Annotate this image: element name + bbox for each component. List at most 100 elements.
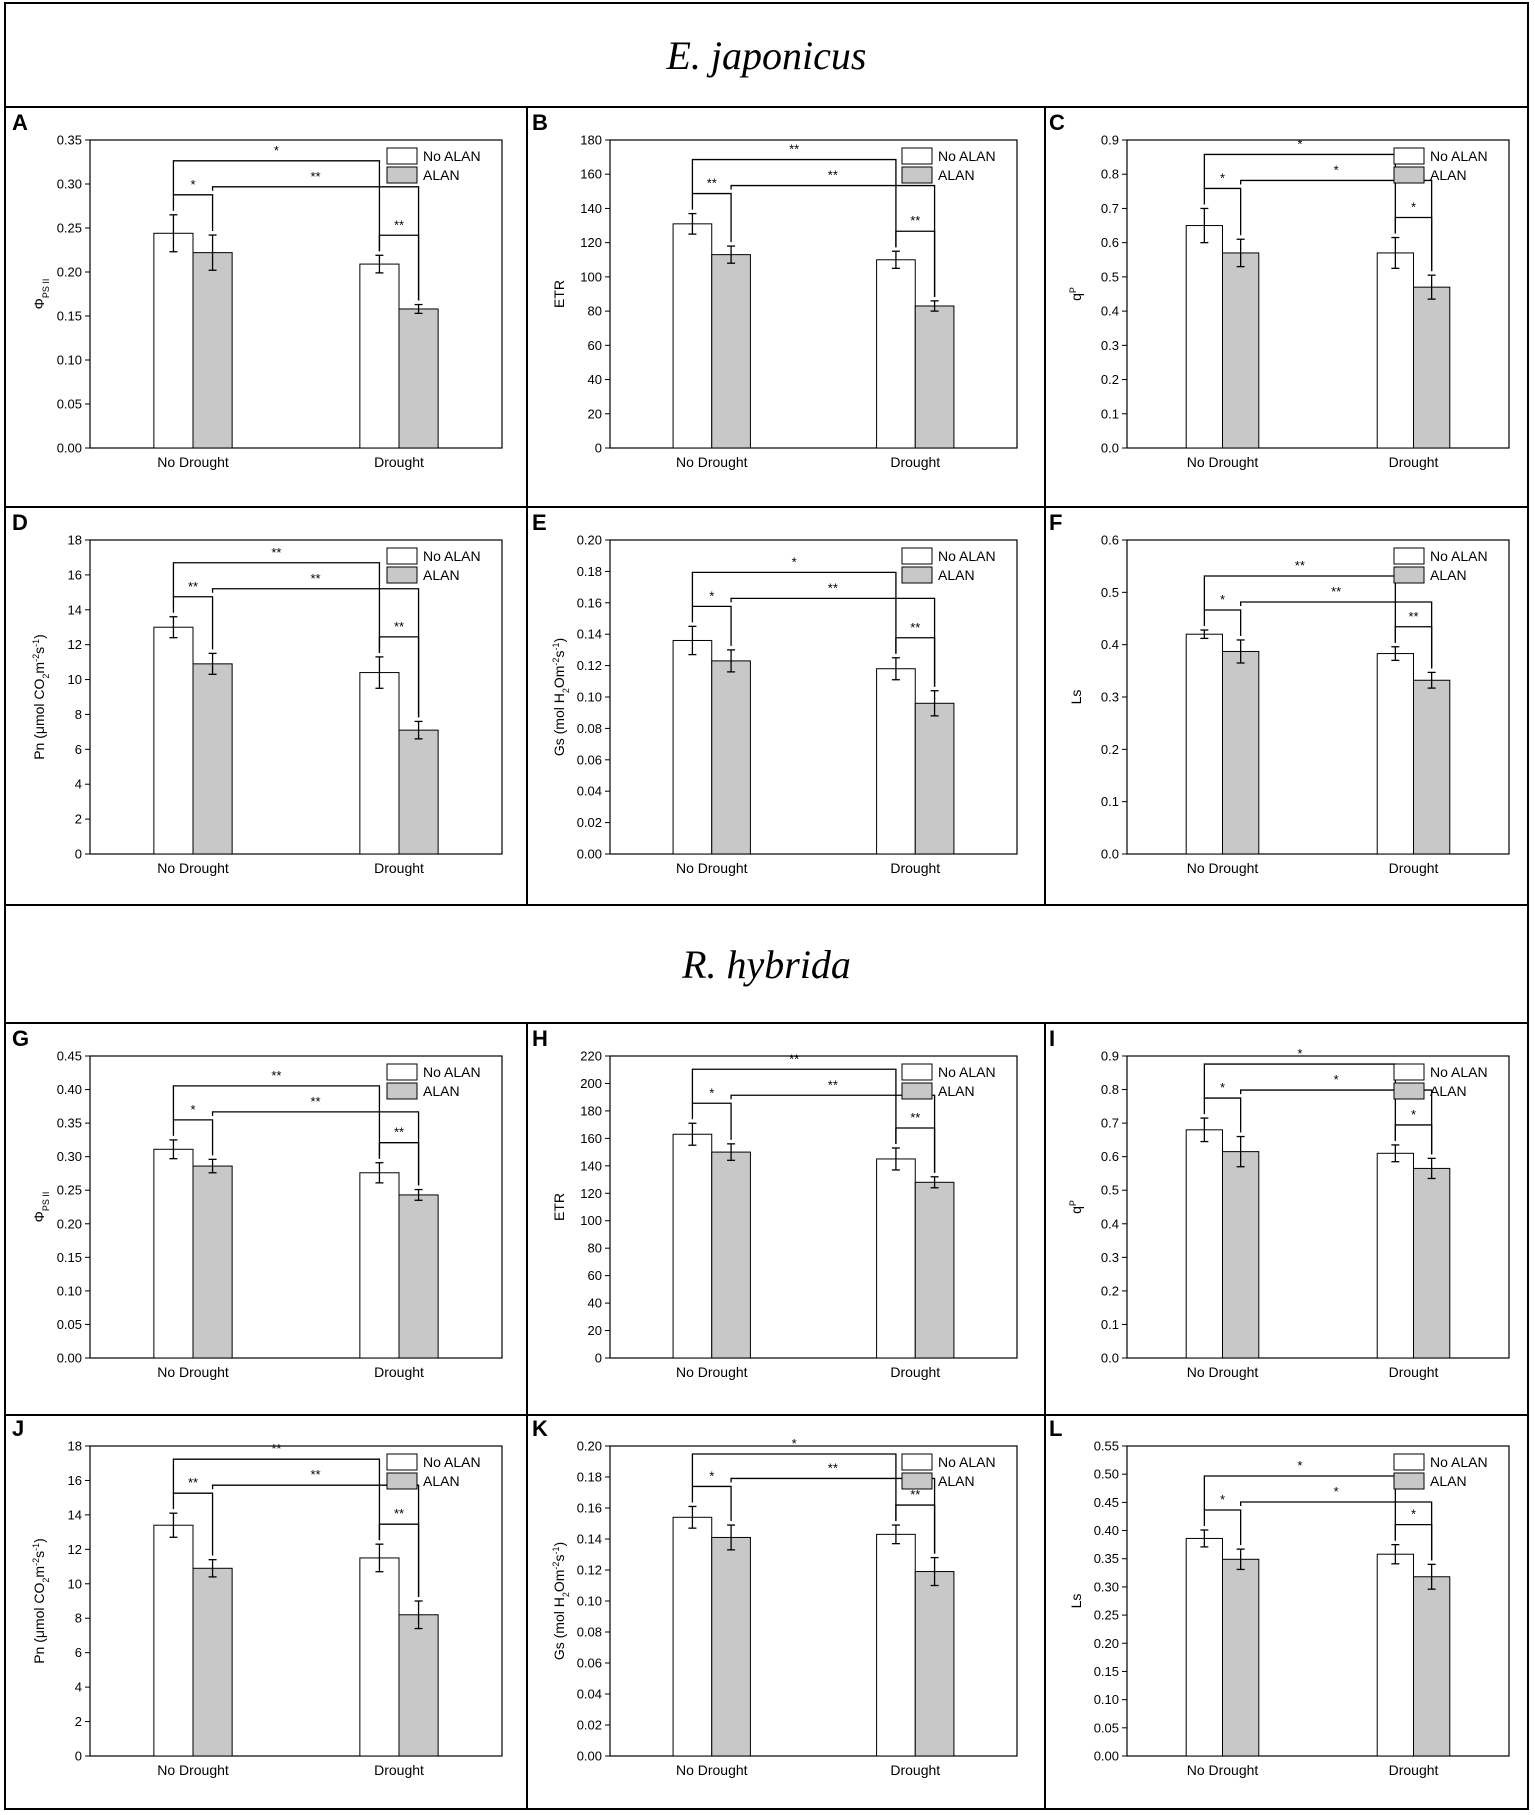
y-tick-label: 0.25 bbox=[57, 1183, 82, 1198]
y-tick-label: 0.20 bbox=[577, 533, 602, 548]
x-category-label: No Drought bbox=[676, 454, 748, 470]
legend-swatch-alan bbox=[901, 1082, 933, 1100]
y-tick-label: 16 bbox=[68, 1473, 82, 1488]
y-tick-label: 0.35 bbox=[1094, 1551, 1119, 1566]
y-tick-label: 0.7 bbox=[1101, 201, 1119, 216]
x-category-label: No Drought bbox=[1187, 1364, 1259, 1380]
legend-swatch-alan bbox=[901, 566, 933, 584]
y-tick-label: 100 bbox=[580, 1213, 602, 1228]
significance-label: ** bbox=[311, 1094, 321, 1109]
legend-swatch-no-alan bbox=[1393, 1063, 1425, 1081]
legend-label-alan: ALAN bbox=[423, 167, 460, 183]
y-tick-label: 10 bbox=[68, 1576, 82, 1591]
significance-bracket bbox=[172, 1458, 381, 1541]
y-tick-label: 6 bbox=[75, 1645, 82, 1660]
y-tick-label: 0.20 bbox=[1094, 1636, 1119, 1651]
panel-letter: F bbox=[1049, 510, 1062, 535]
legend-swatch-alan bbox=[1393, 1082, 1425, 1100]
y-tick-label: 0.05 bbox=[57, 1317, 82, 1332]
legend-swatch-no-alan bbox=[1393, 1453, 1425, 1471]
bar-no-alan bbox=[359, 672, 400, 855]
significance-bracket bbox=[1239, 179, 1433, 272]
plot-frame bbox=[89, 139, 503, 449]
y-tick-label: 18 bbox=[68, 1439, 82, 1454]
significance-bracket bbox=[172, 1119, 214, 1156]
y-tick-label: 0 bbox=[595, 441, 602, 456]
legend-label-no-alan: No ALAN bbox=[1430, 548, 1488, 564]
legend-swatch-alan bbox=[386, 1082, 418, 1100]
y-tick-label: 0.12 bbox=[577, 1563, 602, 1578]
significance-label: ** bbox=[910, 620, 920, 635]
bar-alan bbox=[398, 1614, 439, 1757]
y-tick-label: 0.40 bbox=[57, 1082, 82, 1097]
bar-no-alan bbox=[672, 639, 713, 855]
significance-bracket bbox=[1203, 575, 1397, 643]
y-tick-label: 0.00 bbox=[57, 441, 82, 456]
significance-bracket bbox=[691, 1068, 897, 1144]
chart-panel-l: L 0.00 0.05 0.10 0.15 0.20 0.25 0.30 0.35 0.40 0.4… bbox=[1049, 1416, 1510, 1778]
panel-letter: I bbox=[1049, 1026, 1055, 1051]
legend-label-no-alan: No ALAN bbox=[938, 1064, 996, 1080]
significance-bracket bbox=[172, 160, 381, 252]
x-category-label: No Drought bbox=[1187, 454, 1259, 470]
significance-bracket bbox=[691, 1453, 897, 1522]
y-tick-label: 2 bbox=[75, 1714, 82, 1729]
significance-label: ** bbox=[271, 1441, 281, 1456]
bar-alan bbox=[711, 254, 751, 449]
bar-no-alan bbox=[876, 259, 916, 449]
legend-label-no-alan: No ALAN bbox=[1430, 1454, 1488, 1470]
y-axis-label: Ls bbox=[1068, 1594, 1084, 1609]
significance-label: ** bbox=[188, 1475, 198, 1490]
y-tick-label: 0.10 bbox=[577, 1594, 602, 1609]
y-tick-label: 0.02 bbox=[577, 815, 602, 830]
bar-no-alan bbox=[1185, 225, 1224, 449]
significance-label: * bbox=[792, 1436, 797, 1451]
y-tick-label: 0.3 bbox=[1101, 338, 1119, 353]
y-tick-label: 180 bbox=[580, 133, 602, 148]
bar-alan bbox=[711, 1536, 751, 1757]
y-tick-label: 0 bbox=[75, 847, 82, 862]
x-category-label: Drought bbox=[374, 860, 424, 876]
bar-alan bbox=[1222, 1151, 1260, 1359]
y-tick-label: 0.30 bbox=[57, 1149, 82, 1164]
significance-label: * bbox=[709, 1468, 714, 1483]
legend-label-alan: ALAN bbox=[938, 167, 975, 183]
legend-swatch-alan bbox=[1393, 166, 1425, 184]
plot-frame bbox=[609, 1055, 1018, 1359]
bar-no-alan bbox=[876, 1533, 916, 1757]
bar-no-alan bbox=[672, 1133, 713, 1359]
y-tick-label: 0.16 bbox=[577, 1501, 602, 1516]
bar-no-alan bbox=[359, 1172, 400, 1359]
significance-label: * bbox=[1334, 1484, 1339, 1499]
y-tick-label: 40 bbox=[588, 372, 602, 387]
y-tick-label: 0 bbox=[595, 1351, 602, 1366]
significance-label: ** bbox=[1331, 584, 1341, 599]
y-tick-label: 18 bbox=[68, 533, 82, 548]
legend-label-alan: ALAN bbox=[1430, 1083, 1467, 1099]
significance-label: ** bbox=[311, 169, 321, 184]
y-tick-label: 0.35 bbox=[57, 133, 82, 148]
bar-no-alan bbox=[672, 223, 713, 449]
legend-swatch-no-alan bbox=[386, 547, 418, 565]
legend-label-alan: ALAN bbox=[938, 567, 975, 583]
plot-frame bbox=[1126, 539, 1510, 855]
y-tick-label: 0.05 bbox=[1094, 1720, 1119, 1735]
x-category-label: Drought bbox=[374, 1762, 424, 1778]
plot-frame bbox=[1126, 139, 1510, 449]
panel-letter: K bbox=[532, 1416, 548, 1441]
bar-no-alan bbox=[1376, 252, 1414, 449]
significance-label: * bbox=[274, 143, 279, 158]
plot-frame bbox=[89, 1445, 503, 1757]
significance-label: ** bbox=[1295, 558, 1305, 573]
y-tick-label: 0.8 bbox=[1101, 1082, 1119, 1097]
bar-alan bbox=[914, 1181, 955, 1359]
y-tick-label: 0.08 bbox=[577, 721, 602, 736]
bar-no-alan bbox=[876, 1158, 916, 1359]
significance-label: ** bbox=[311, 571, 321, 586]
y-tick-label: 0.00 bbox=[577, 847, 602, 862]
y-tick-label: 14 bbox=[68, 602, 82, 617]
y-tick-label: 0.14 bbox=[577, 627, 602, 642]
y-tick-label: 16 bbox=[68, 567, 82, 582]
y-tick-label: 0.7 bbox=[1101, 1116, 1119, 1131]
y-tick-label: 0.06 bbox=[577, 1656, 602, 1671]
